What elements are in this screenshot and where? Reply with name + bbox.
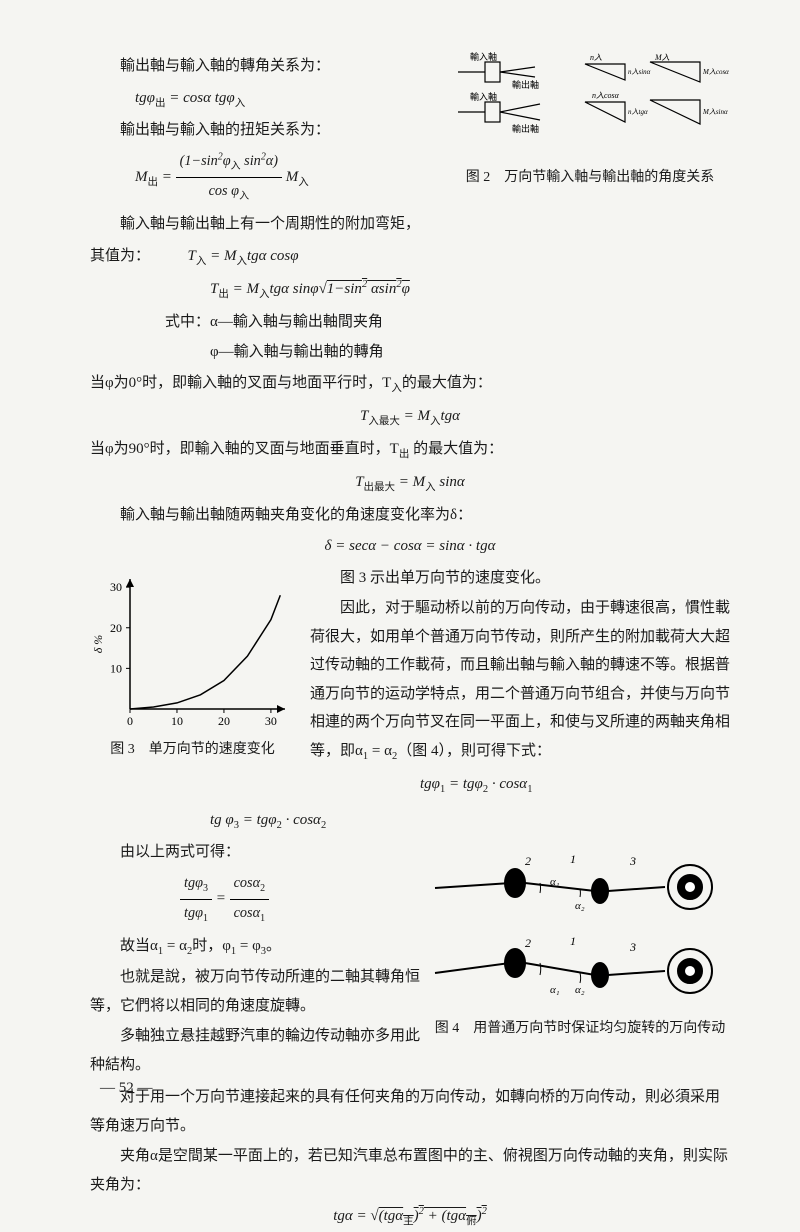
figure-4-caption: 图 4 用普通万向节时保证均匀旋转的万向传动 (430, 1016, 730, 1043)
svg-text:1: 1 (570, 934, 576, 948)
equation-8: tg φ3 = tgφ2 · cosα2 (90, 806, 730, 836)
svg-text:n入sinα: n入sinα (628, 68, 651, 76)
equation-3b: T出 = M入tgα sinφ√1−sin2 αsin2φ (90, 275, 730, 305)
svg-text:n入: n入 (590, 53, 602, 62)
figure-3-caption: 图 3 单万向节的速度变化 (90, 737, 295, 764)
equation-7: tgφ1 = tgφ2 · cosα1 (90, 770, 730, 800)
svg-text:3: 3 (629, 940, 636, 954)
svg-text:20: 20 (218, 714, 230, 728)
equation-6: δ = secα − cosα = sinα · tgα (90, 532, 730, 561)
page-number: — 52 — (100, 1074, 153, 1103)
svg-text:輸出軸: 輸出軸 (512, 123, 539, 134)
svg-text:2: 2 (525, 854, 531, 868)
svg-text:1: 1 (570, 852, 576, 866)
svg-text:輸出軸: 輸出軸 (512, 79, 539, 90)
figure-2: 輸入軸 輸出軸 輸入軸 輸出軸 n入 n入sinα M入 n入cosα n入tg… (450, 52, 730, 192)
svg-text:n入cosα: n入cosα (592, 91, 620, 100)
equation-5: T出最大 = M入 sinα (90, 468, 730, 498)
svg-text:α₂: α₂ (575, 900, 585, 912)
svg-text:輸入軸: 輸入軸 (470, 52, 497, 62)
svg-text:20: 20 (110, 620, 122, 634)
equation-4: T入最大 = M入tgα (90, 402, 730, 432)
svg-text:0: 0 (127, 714, 133, 728)
figure-3: 10 20 30 0 10 20 30 δ % 图 3 单万向节的速度变化 (90, 569, 295, 764)
para-4: 其值为： T入 = M入tgα cosφ (90, 242, 730, 272)
svg-text:30: 30 (110, 580, 122, 594)
svg-text:M入sinα: M入sinα (702, 108, 728, 116)
para-7: 当φ为90°时，即輸入軸的叉面与地面垂直时，T出 的最大值为： (90, 435, 730, 465)
svg-text:n入tgα: n入tgα (628, 108, 648, 116)
para-3: 輸入軸与輸出軸上有一个周期性的附加弯矩， (90, 210, 730, 239)
para-6: 当φ为0°时，即輸入軸的叉面与地面平行时，T入的最大值为： (90, 369, 730, 399)
svg-text:30: 30 (265, 714, 277, 728)
svg-text:輸入軸: 輸入軸 (470, 91, 497, 102)
para-5a: 式中：α—輸入軸与輸出軸間夹角 (90, 308, 730, 337)
svg-text:α₁: α₁ (550, 876, 560, 888)
svg-text:M入: M入 (654, 53, 670, 62)
para-8: 輸入軸与輸出軸随两軸夹角变化的角速度变化率为δ： (90, 501, 730, 530)
figure-4: 1 2 3 α₁ α₂ 1 2 3 α₁ α₂ 图 4 用普通万向节时保证均匀旋… (430, 843, 730, 1043)
svg-text:δ %: δ % (91, 634, 105, 653)
svg-text:α₁: α₁ (550, 984, 560, 996)
svg-text:M入cosα: M入cosα (702, 68, 729, 76)
svg-text:α₂: α₂ (575, 984, 585, 996)
figure-2-caption: 图 2 万向节輸入軸与輸出軸的角度关系 (450, 165, 730, 192)
equation-10: tgα = √(tgα主)2 + (tgα俯)2 (90, 1202, 730, 1232)
svg-text:10: 10 (171, 714, 183, 728)
svg-text:2: 2 (525, 936, 531, 950)
para-16: 夹角α是空間某一平面上的，若已知汽車总布置图中的主、俯視图万向传动軸的夹角，則实… (90, 1142, 730, 1199)
svg-text:3: 3 (629, 854, 636, 868)
para-5b: φ—輸入軸与輸出軸的轉角 (90, 338, 730, 367)
svg-text:10: 10 (110, 661, 122, 675)
